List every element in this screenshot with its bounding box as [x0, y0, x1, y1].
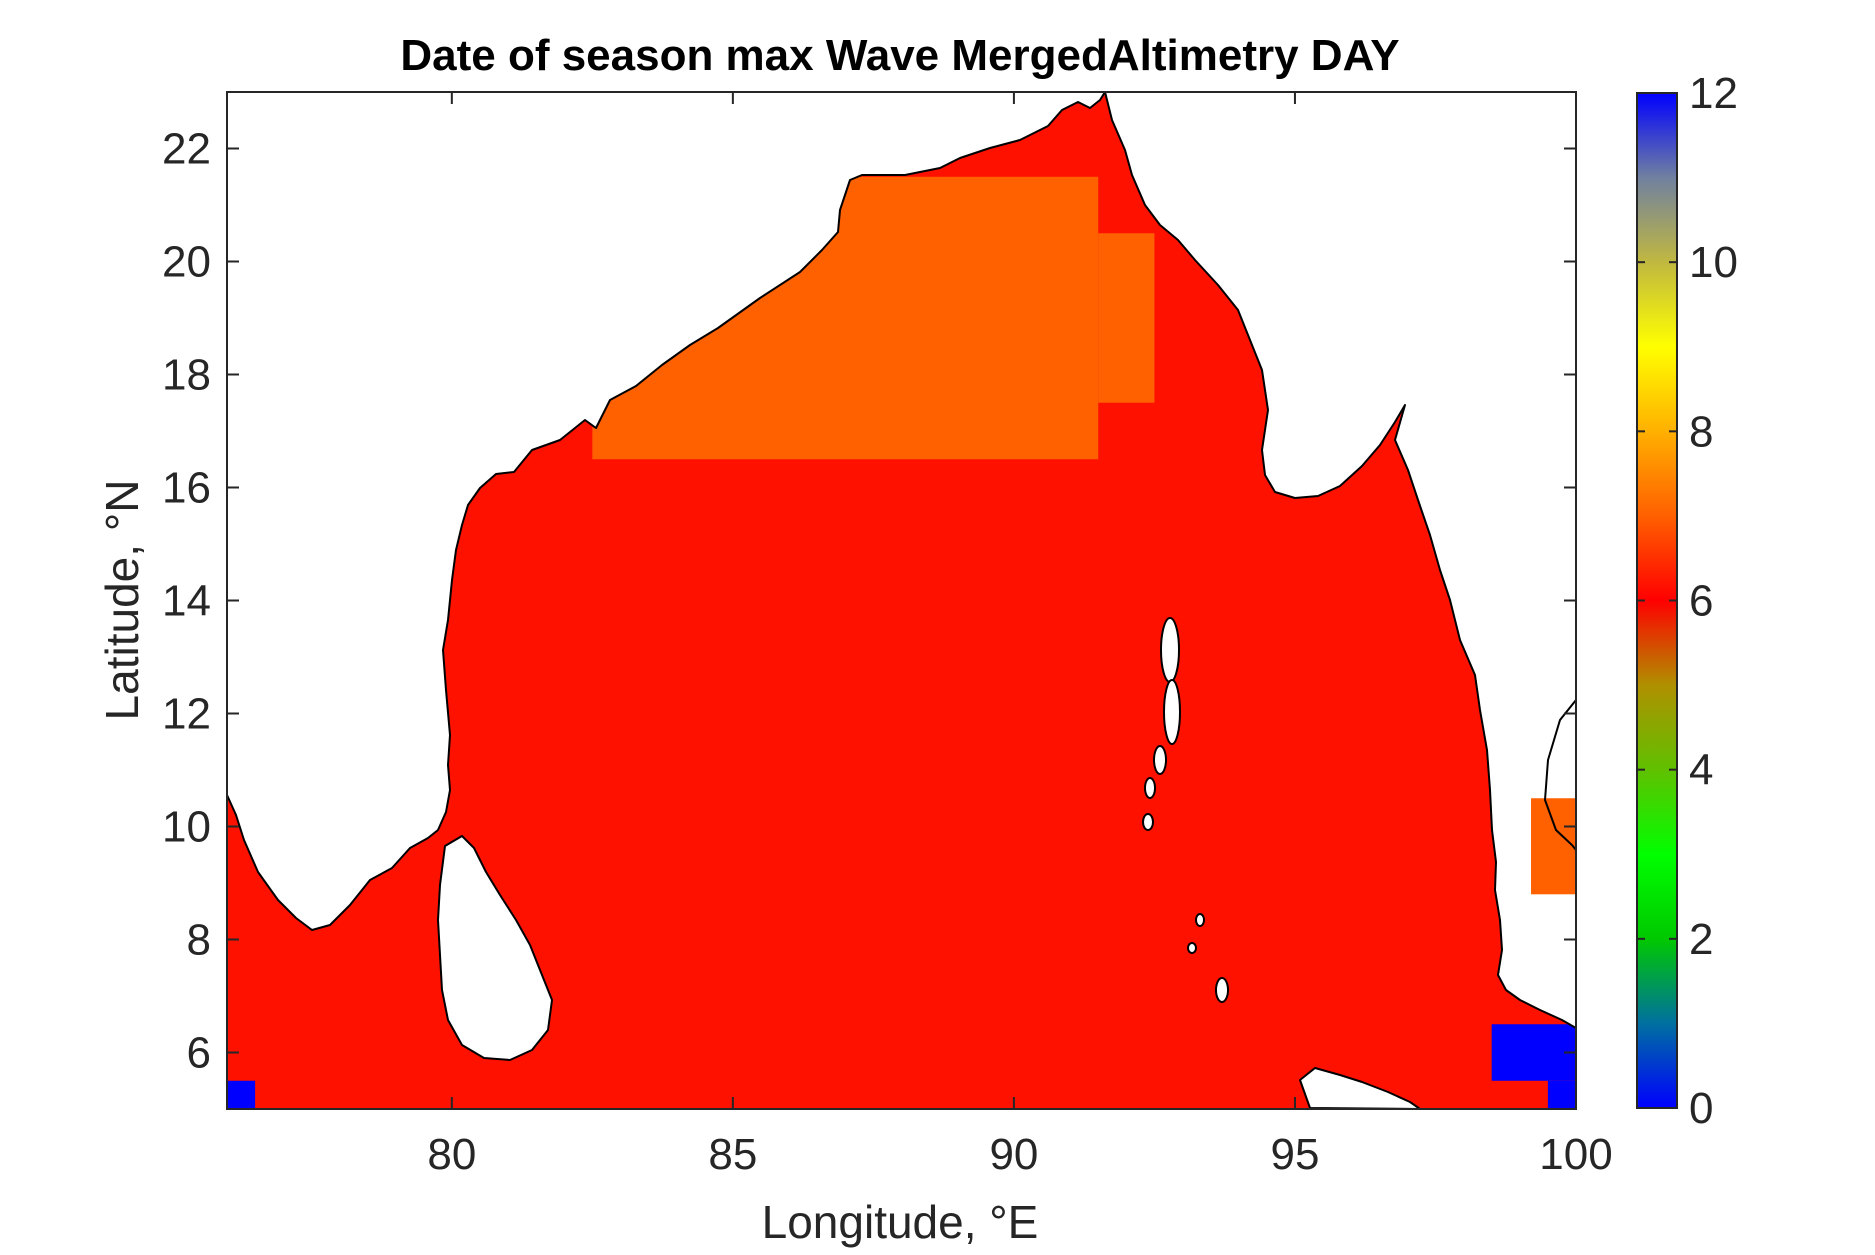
colorbar-tick-label: 8	[1689, 407, 1713, 456]
chart-title: Date of season max Wave MergedAltimetry …	[400, 31, 1399, 80]
map-area	[227, 92, 1576, 1109]
land-sumatra	[1299, 1067, 1421, 1109]
coastline-gulf	[1543, 699, 1576, 851]
island	[1144, 777, 1156, 799]
y-tick-label: 12	[162, 690, 211, 739]
y-tick-label: 18	[162, 351, 211, 400]
x-tick-label: 85	[708, 1130, 757, 1179]
land-srilanka	[437, 835, 553, 1061]
colorbar-tick-label: 2	[1689, 915, 1713, 964]
colorbar-tick-label: 6	[1689, 577, 1713, 626]
colorbar-tick-label: 10	[1689, 238, 1738, 287]
y-tick-label: 8	[187, 916, 211, 965]
data-cell	[1547, 1080, 1576, 1109]
data-cell	[1098, 233, 1155, 403]
y-axis-label: Latitude, °N	[96, 480, 148, 721]
island	[1153, 745, 1167, 775]
x-tick-label: 90	[989, 1130, 1038, 1179]
x-tick-label: 80	[427, 1130, 476, 1179]
island	[1215, 977, 1229, 1003]
y-tick-label: 10	[162, 803, 211, 852]
data-cell	[227, 1080, 256, 1109]
data-cell-coast	[1531, 798, 1576, 895]
island	[1187, 942, 1197, 954]
colorbar-tick-label: 12	[1689, 69, 1738, 118]
y-tick-label: 16	[162, 464, 211, 513]
island	[1195, 913, 1205, 927]
land-india	[227, 92, 1106, 931]
land-myanmar	[1104, 92, 1576, 1029]
axes: 80 85 90 95 100 6 8 10 12 14 16 18 20 22	[162, 91, 1613, 1179]
island	[1160, 617, 1180, 683]
y-tick-label: 6	[187, 1029, 211, 1078]
x-tick-label: 100	[1539, 1130, 1612, 1179]
colorbar: 0 2 4 6 8 10 12	[1636, 69, 1738, 1133]
colorbar-tick-label: 4	[1689, 746, 1713, 795]
colorbar-tick-label: 0	[1689, 1084, 1713, 1133]
island	[1163, 679, 1181, 745]
x-tick-label: 95	[1270, 1130, 1319, 1179]
data-cell	[1491, 1024, 1576, 1081]
y-tick-label: 20	[162, 238, 211, 287]
island	[1142, 813, 1154, 831]
y-tick-label: 14	[162, 577, 211, 626]
y-tick-label: 22	[162, 125, 211, 174]
x-axis-label: Longitude, °E	[762, 1196, 1039, 1248]
